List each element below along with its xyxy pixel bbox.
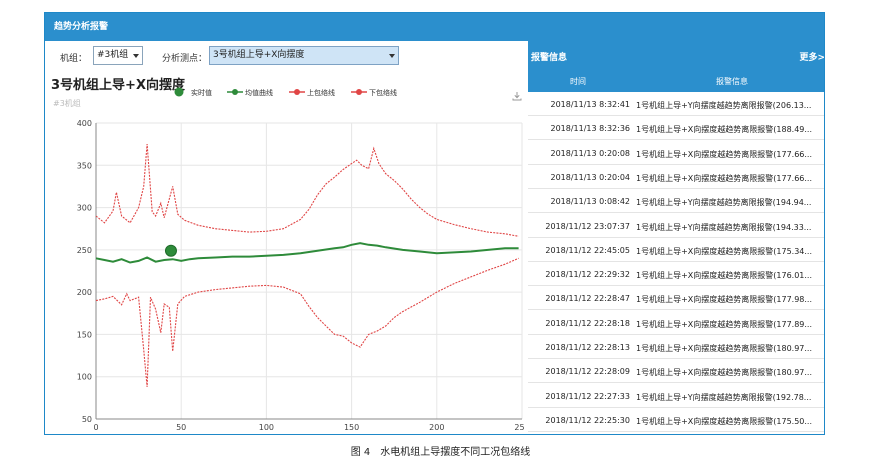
download-icon[interactable] [512, 91, 522, 101]
y-tick-label: 200 [77, 288, 92, 297]
table-row[interactable]: 2018/11/12 22:28:18 1号机组上导+X向摆度越趋势离限报警(17… [528, 311, 824, 335]
mean-curve-line [95, 242, 519, 264]
y-tick-label: 400 [77, 119, 92, 128]
trend-analysis-window: 趋势分析报警 机组： #3机组 分析测点： 3号机组上导+X向摆度 3号机组上导… [44, 12, 825, 435]
alarm-time-cell: 2018/11/12 22:28:18 [545, 318, 630, 328]
y-tick-label: 350 [77, 161, 92, 170]
alarm-time-cell: 2018/11/12 22:28:47 [545, 294, 630, 304]
table-row[interactable]: 2018/11/12 22:45:05 1号机组上导+X向摆度越趋势离限报警(17… [528, 238, 824, 262]
table-row[interactable]: 2018/11/12 22:28:13 1号机组上导+X向摆度越趋势离限报警(18… [528, 335, 824, 359]
alarm-time-cell: 2018/11/13 8:32:41 [550, 100, 631, 109]
legend-mean-line-icon [227, 89, 243, 95]
figure-caption: 图 4 水电机组上导摆度不同工况包络线 [350, 447, 531, 458]
table-row[interactable]: 2018/11/13 0:08:42 1号机组上导+Y向摆度越趋势离限报警(194… [528, 189, 824, 214]
table-row[interactable]: 2018/11/12 22:28:09 1号机组上导+X向摆度越趋势离限报警(18… [528, 359, 824, 384]
legend-mean-label: 均值曲线 [245, 89, 273, 97]
alarm-time-cell: 2018/11/12 22:27:33 [545, 391, 630, 401]
legend-upper-line-icon [289, 89, 305, 95]
alarm-panel: 报警信息 更多> 时间 报警信息 2018/11/13 8:32:41 1号机组上… [528, 41, 825, 434]
trend-chart-panel: 机组： #3机组 分析测点： 3号机组上导+X向摆度 3号机组上导+X向摆度 #… [45, 41, 525, 434]
point-label: 分析测点： [162, 54, 208, 64]
alarm-info-cell: 1号机组上导+X向摆度越趋势离限报警(175.34... [636, 246, 813, 256]
alarm-info-cell: 1号机组上导+X向摆度越趋势离限报警(180.97... [636, 368, 813, 378]
table-row[interactable]: 2018/11/13 0:20:08 1号机组上导+X向摆度越趋势离限报警(177… [528, 141, 824, 165]
alarm-info-cell: 1号机组上导+Y向摆度越趋势离限报警(206.13... [636, 101, 812, 110]
unit-label: 机组： [60, 54, 88, 64]
lower-envelope-line [95, 257, 519, 387]
alarm-time-cell: 2018/11/12 23:07:37 [545, 221, 630, 231]
alarm-info-cell: 1号机组上导+X向摆度越趋势离限报警(175.50... [636, 416, 813, 426]
column-header-time[interactable]: 时间 [570, 77, 586, 86]
unit-select-value: #3机组 [97, 50, 129, 60]
alarm-info-cell: 1号机组上导+X向摆度越趋势离限报警(177.98... [636, 295, 813, 305]
more-link[interactable]: 更多> [799, 53, 825, 63]
chart-subtitle: #3机组 [53, 99, 81, 108]
alarm-time-cell: 2018/11/13 8:32:36 [550, 124, 631, 134]
window-title: 趋势分析报警 [45, 13, 824, 41]
table-row[interactable]: 2018/11/12 22:29:32 1号机组上导+X向摆度越趋势离限报警(17… [528, 262, 824, 287]
alarm-time-cell: 2018/11/12 22:45:05 [545, 245, 630, 255]
alarm-time-cell: 2018/11/13 0:08:42 [550, 197, 631, 207]
x-tick-label: 100 [259, 423, 274, 432]
alarm-time-cell: 2018/11/12 22:28:13 [545, 343, 630, 352]
table-row[interactable]: 2018/11/12 22:28:47 1号机组上导+X向摆度越趋势离限报警(17… [528, 286, 824, 311]
chevron-down-icon [389, 54, 395, 58]
alarm-info-cell: 1号机组上导+Y向摆度越趋势离限报警(192.78... [636, 392, 812, 402]
x-tick-label: 250 [514, 423, 525, 432]
filter-controls: 机组： #3机组 分析测点： 3号机组上导+X向摆度 [45, 41, 525, 71]
y-tick-label: 300 [77, 204, 92, 213]
table-row[interactable]: 2018/11/13 8:32:36 1号机组上导+X向摆度越趋势离限报警(188… [528, 116, 824, 141]
x-tick-label: 150 [344, 423, 359, 432]
x-tick-label: 200 [429, 423, 444, 432]
alarm-info-cell: 1号机组上导+X向摆度越趋势离限报警(177.66... [636, 149, 813, 159]
alarm-info-cell: 1号机组上导+X向摆度越趋势离限报警(176.01... [636, 271, 813, 281]
alarm-header: 报警信息 更多> [528, 41, 825, 69]
legend-realtime-marker-icon [174, 87, 184, 97]
alarm-time-cell: 2018/11/12 22:28:09 [545, 367, 630, 377]
point-select[interactable]: 3号机组上导+X向摆度 [209, 46, 399, 65]
unit-select[interactable]: #3机组 [93, 46, 143, 65]
legend-upper-label: 上包络线 [307, 89, 335, 97]
alarm-info-cell: 1号机组上导+Y向摆度越趋势离限报警(194.94... [636, 198, 812, 208]
y-tick-label: 150 [77, 330, 92, 339]
alarm-info-cell: 1号机组上导+X向摆度越趋势离限报警(188.49... [636, 125, 813, 135]
alarm-table-header: 时间 报警信息 [528, 69, 824, 92]
y-tick-label: 50 [82, 415, 92, 424]
alarm-info-cell: 1号机组上导+X向摆度越趋势离限报警(177.66... [636, 173, 813, 183]
legend-lower-line-icon [351, 89, 367, 95]
y-tick-label: 100 [77, 373, 92, 382]
alarm-time-cell: 2018/11/12 22:25:30 [545, 415, 630, 425]
legend-lower-label: 下包络线 [369, 89, 397, 97]
chart-title: 3号机组上导+X向摆度 [51, 78, 185, 93]
upper-envelope-line [95, 144, 519, 237]
table-row[interactable]: 2018/11/12 23:07:37 1号机组上导+Y向摆度越趋势离限报警(19… [528, 214, 824, 238]
alarm-info-cell: 1号机组上导+Y向摆度越趋势离限报警(194.33... [636, 222, 812, 232]
chevron-down-icon [133, 54, 139, 58]
alarm-time-cell: 2018/11/12 22:29:32 [545, 270, 630, 280]
table-row[interactable]: 2018/11/13 0:20:04 1号机组上导+X向摆度越趋势离限报警(177… [528, 165, 824, 189]
table-row[interactable]: 2018/11/12 22:27:33 1号机组上导+Y向摆度越趋势离限报警(19… [528, 384, 824, 408]
alarm-panel-title: 报警信息 [531, 53, 568, 63]
alarm-time-cell: 2018/11/13 0:20:08 [550, 148, 631, 158]
alarm-info-cell: 1号机组上导+X向摆度越趋势离限报警(177.89... [636, 319, 813, 329]
table-row[interactable]: 2018/11/13 8:32:41 1号机组上导+Y向摆度越趋势离限报警(206… [528, 92, 824, 116]
alarm-info-cell: 1号机组上导+X向摆度越趋势离限报警(180.97... [636, 344, 813, 353]
trend-chart: 50100150200250300350400050100150200250 [77, 119, 525, 432]
legend-realtime-label: 实时值 [191, 89, 212, 97]
point-select-value: 3号机组上导+X向摆度 [213, 50, 305, 60]
x-tick-label: 0 [93, 423, 98, 432]
y-tick-label: 250 [77, 246, 92, 255]
alarm-time-cell: 2018/11/13 0:20:04 [550, 172, 631, 182]
table-row[interactable]: 2018/11/12 22:25:30 1号机组上导+X向摆度越趋势离限报警(17… [528, 408, 824, 432]
x-tick-label: 50 [176, 423, 186, 432]
column-header-info[interactable]: 报警信息 [716, 77, 748, 86]
realtime-point-marker [164, 244, 177, 257]
